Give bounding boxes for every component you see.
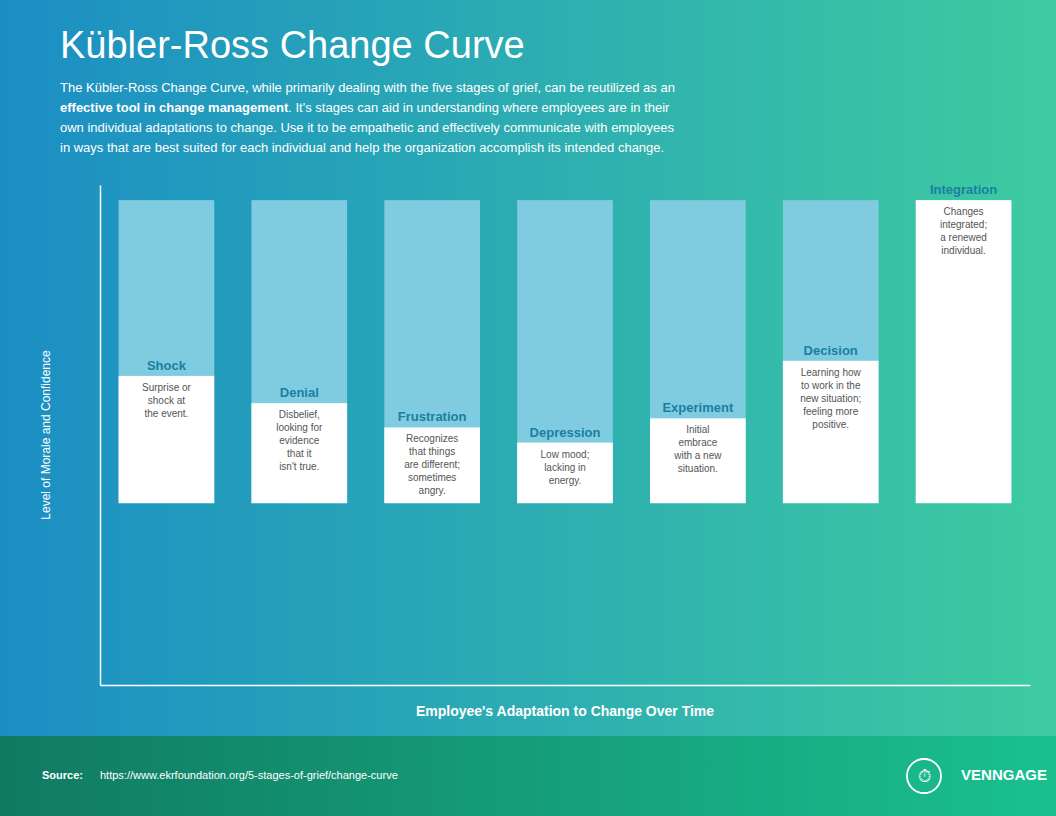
description-line: isn't true. — [279, 461, 319, 472]
stage-label: Shock — [147, 358, 187, 373]
subtitle-run: in ways that are best suited for each in… — [60, 140, 664, 155]
description-line: Disbelief, — [279, 409, 320, 420]
total-bar — [251, 200, 347, 503]
labels: Shock Surprise or shock at the event. Denial… — [142, 182, 997, 496]
stage-description: Disbelief, looking for evidence that it isn'… — [276, 409, 323, 472]
description-line: Initial — [686, 424, 709, 435]
description-line: sometimes — [408, 472, 456, 483]
y-axis — [100, 186, 101, 686]
description-line: evidence — [279, 435, 319, 446]
stage-description: Low mood; lacking in energy. — [541, 449, 590, 486]
stage-label: Decision — [804, 343, 858, 358]
description-line: new situation; — [800, 393, 861, 404]
description-line: integrated; — [940, 219, 987, 230]
x-axis — [101, 685, 1031, 686]
subtitle-line: effective tool in change management. It'… — [60, 100, 670, 115]
description-line: energy. — [549, 475, 582, 486]
description-line: Recognizes — [406, 433, 458, 444]
background — [0, 0, 1056, 816]
description-line: shock at — [148, 395, 185, 406]
subtitle-line: The Kübler-Ross Change Curve, while prim… — [60, 80, 675, 95]
stage-label: Denial — [280, 385, 319, 400]
x-axis-title: Employee's Adaptation to Change Over Tim… — [416, 703, 714, 719]
bar — [650, 418, 746, 503]
total-bar — [119, 200, 215, 503]
description-line: embrace — [678, 437, 717, 448]
subtitle-run: effective tool in change management — [60, 100, 289, 115]
description-line: to work in the — [801, 380, 861, 391]
stage-description: Learning how to work in the new situation;… — [800, 367, 861, 430]
stage-label: Frustration — [398, 409, 467, 424]
bars — [119, 200, 1012, 503]
description-line: with a new — [673, 450, 722, 461]
bar — [916, 200, 1012, 503]
stage-description: Changes integrated; a renewed individual. — [940, 206, 987, 256]
description-line: positive. — [812, 419, 849, 430]
subtitle-run: own individual adaptations to change. Us… — [60, 120, 675, 135]
subtitle-run: . It's stages can aid in understanding w… — [288, 100, 670, 115]
description-line: that it — [287, 448, 312, 459]
stage-description: Recognizes that things are different; somet… — [404, 433, 460, 496]
total-bar — [384, 200, 480, 503]
description-line: are different; — [404, 459, 460, 470]
title: Kübler-Ross Change Curve — [60, 24, 525, 66]
description-line: that things — [409, 446, 455, 457]
total-bar — [916, 200, 1012, 503]
description-line: Learning how — [801, 367, 862, 378]
icon-ring — [907, 759, 941, 793]
total-bar — [517, 200, 613, 503]
stage-description: Initial embrace with a new situation. — [673, 424, 722, 474]
description-line: a renewed — [940, 232, 987, 243]
description-line: Surprise or — [142, 382, 192, 393]
x-axis-line — [101, 685, 1031, 687]
footer — [0, 736, 1056, 816]
stage-description: Surprise or shock at the event. — [142, 382, 192, 419]
total-bar — [650, 200, 746, 503]
total-bar — [783, 200, 879, 503]
source-label: Source: — [42, 769, 83, 781]
bar — [251, 403, 347, 503]
bar — [384, 427, 480, 503]
subtitle-run: The Kübler-Ross Change Curve, while prim… — [60, 80, 675, 95]
bar — [517, 443, 613, 504]
description-line: Low mood; — [541, 449, 590, 460]
description-line: situation. — [678, 463, 718, 474]
icon: ⏱ — [918, 766, 931, 786]
description-line: Changes — [944, 206, 984, 217]
y-axis-title: Level of Morale and Confidence — [39, 350, 53, 520]
bar — [119, 376, 215, 503]
description-line: lacking in — [544, 462, 586, 473]
description-line: angry. — [419, 485, 446, 496]
subtitle-line: in ways that are best suited for each in… — [60, 140, 664, 155]
y-axis-line — [100, 186, 102, 686]
brand: VENNGAGE — [961, 766, 1047, 783]
stage-label: Experiment — [662, 400, 733, 415]
source: https://www.ekrfoundation.org/5-stages-o… — [100, 769, 398, 781]
description-line: individual. — [941, 245, 985, 256]
subtitle-line: own individual adaptations to change. Us… — [60, 120, 675, 135]
description-line: the event. — [144, 408, 188, 419]
stage-label: Integration — [930, 182, 997, 197]
chart: Kübler-Ross Change Curve The Kübler-Ross … — [0, 0, 1056, 816]
bar — [783, 361, 879, 503]
description-line: feeling more — [803, 406, 858, 417]
stage-label: Depression — [530, 425, 601, 440]
description-line: looking for — [276, 422, 323, 433]
